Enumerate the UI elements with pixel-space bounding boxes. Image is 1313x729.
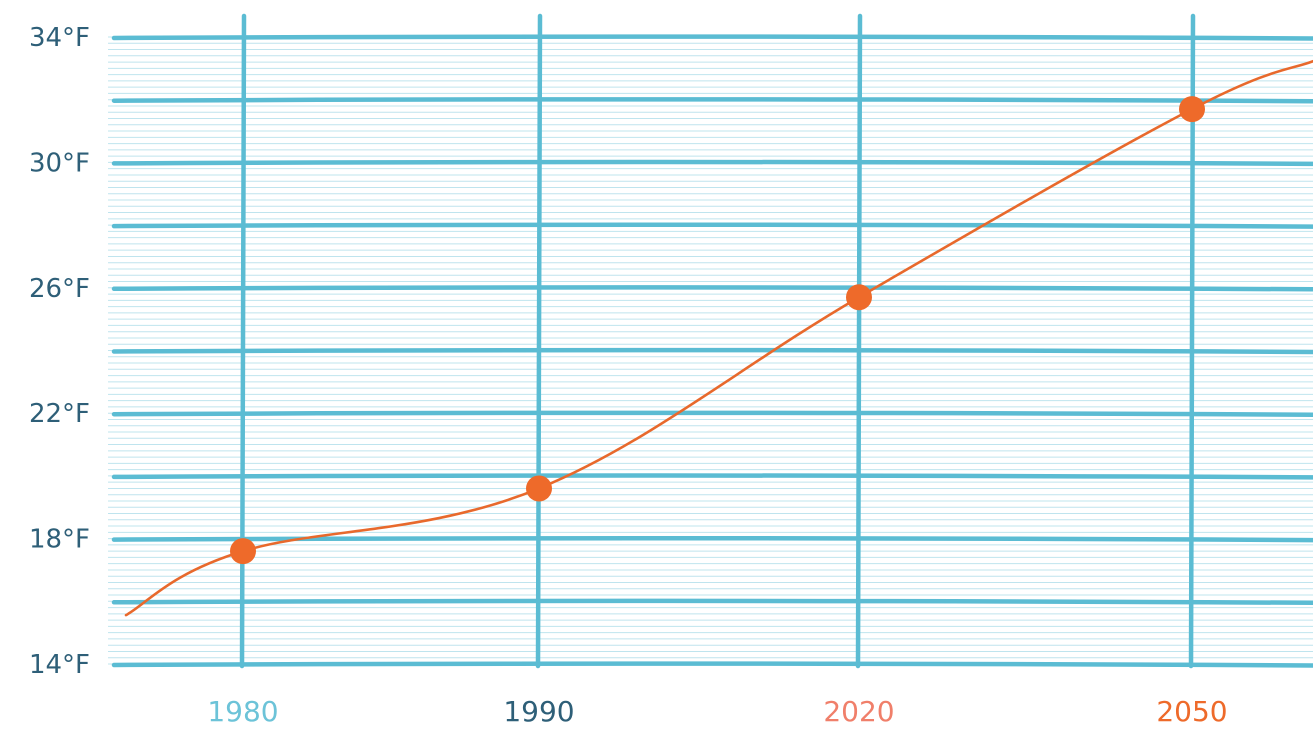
major-gridline bbox=[111, 347, 1313, 355]
data-points bbox=[230, 96, 1205, 565]
data-point bbox=[526, 475, 552, 502]
major-gridline bbox=[111, 285, 1313, 292]
major-gridline bbox=[111, 34, 1313, 41]
data-point bbox=[1179, 96, 1205, 123]
y-tick-label: 22°F bbox=[29, 399, 90, 429]
y-tick-label: 26°F bbox=[29, 274, 90, 304]
vertical-gridline bbox=[855, 13, 863, 669]
major-gridline bbox=[111, 97, 1313, 104]
x-tick-label: 2050 bbox=[1156, 695, 1227, 728]
major-gridline bbox=[111, 535, 1313, 543]
x-axis-tick-labels: 1980 1990 2020 2050 bbox=[207, 695, 1227, 728]
x-tick-label: 1980 bbox=[207, 695, 278, 728]
vertical-gridline bbox=[535, 13, 543, 669]
data-point bbox=[846, 284, 872, 311]
y-tick-label: 30°F bbox=[29, 148, 90, 178]
major-gridline bbox=[111, 473, 1313, 480]
vertical-gridline bbox=[1188, 13, 1196, 669]
y-tick-label: 18°F bbox=[29, 525, 90, 555]
y-tick-label: 34°F bbox=[29, 23, 90, 53]
major-gridlines bbox=[111, 34, 1313, 668]
y-axis-tick-labels: 34°F 30°F 26°F 22°F 18°F 14°F bbox=[29, 23, 90, 680]
vertical-gridline bbox=[239, 13, 247, 669]
major-gridline bbox=[111, 410, 1313, 417]
major-gridline bbox=[111, 661, 1313, 668]
major-gridline bbox=[111, 222, 1313, 229]
major-gridline bbox=[111, 598, 1313, 606]
data-point bbox=[230, 538, 256, 565]
x-tick-label: 2020 bbox=[823, 695, 894, 728]
major-gridline bbox=[111, 159, 1313, 167]
y-tick-label: 14°F bbox=[29, 650, 90, 680]
vertical-gridlines bbox=[239, 13, 1196, 669]
x-tick-label: 1990 bbox=[503, 695, 574, 728]
